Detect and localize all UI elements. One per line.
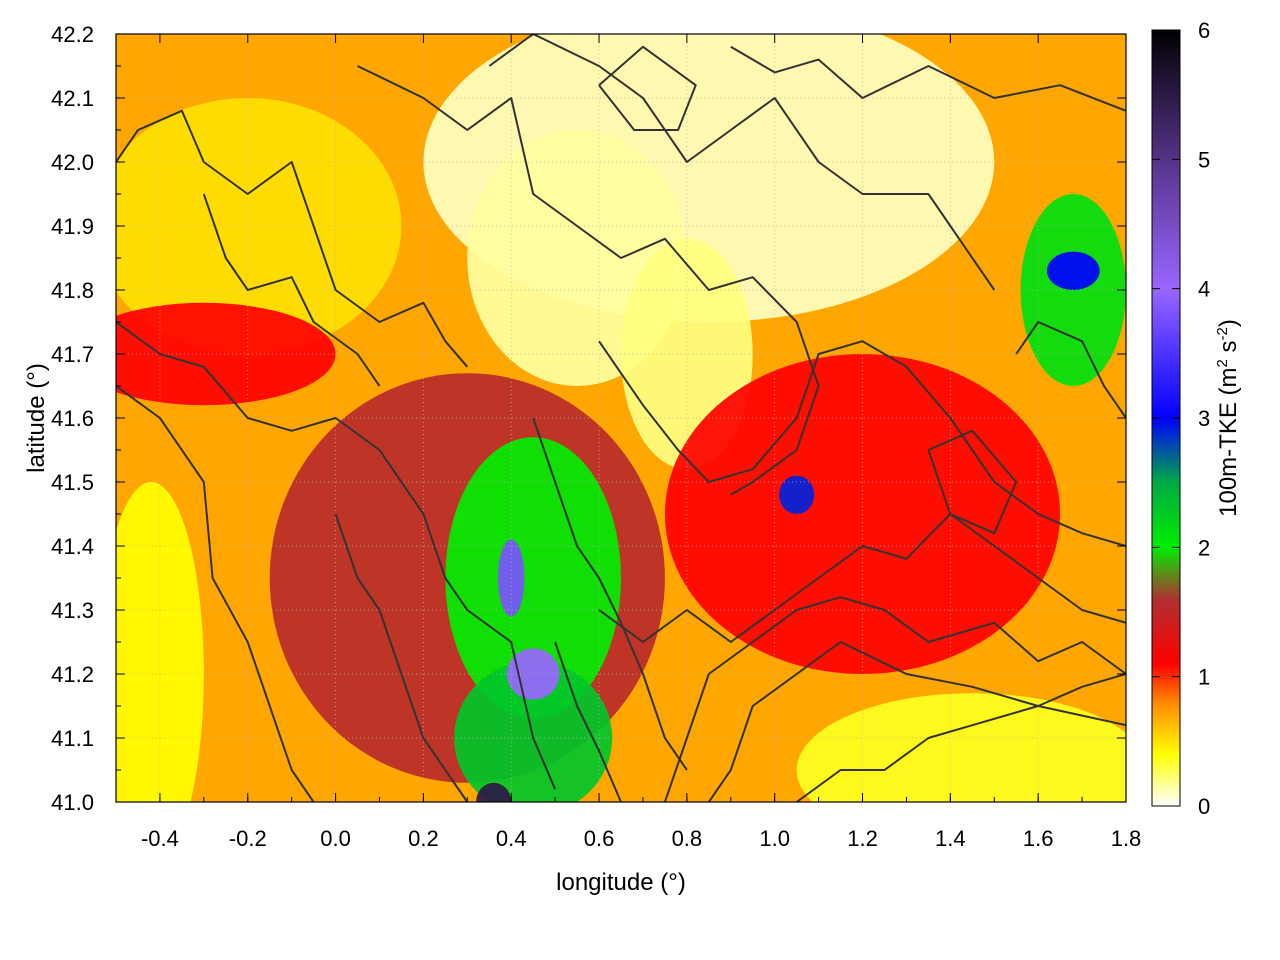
colorbar-tick-label: 6 [1198, 18, 1210, 43]
y-tick-label: 41.3 [51, 598, 94, 623]
x-tick-label: 1.4 [935, 826, 966, 851]
x-tick-label: -0.2 [229, 826, 267, 851]
x-tick-label: 1.8 [1111, 826, 1142, 851]
contour-line-13 [334, 513, 469, 802]
contour-line-4 [357, 65, 820, 496]
x-tick-label: -0.4 [141, 826, 179, 851]
heatmap-region-south-purple-core [506, 648, 560, 700]
colorbar-ticks: 0 1 2 3 4 5 6 [1152, 18, 1210, 819]
heatmap-region-far-east-green [1020, 194, 1126, 386]
y-tick-label: 41.6 [51, 406, 94, 431]
heatmap-region-far-east-blue [1046, 251, 1100, 290]
y-tick-label: 41.7 [51, 342, 94, 367]
x-axis-ticks: -0.4 -0.2 0.0 0.2 0.4 0.6 0.8 1.0 1.2 1.4 1.6 1.8 [115, 34, 1142, 851]
colorbar-tick-label: 2 [1198, 535, 1210, 560]
y-tick-label: 41.5 [51, 470, 94, 495]
y-tick-label: 42.1 [51, 86, 94, 111]
heatmap-region-east-blue-spot [779, 475, 815, 514]
terrain-contours [116, 34, 1126, 802]
colorbar-tick-label: 5 [1198, 147, 1210, 172]
contour-line-12 [796, 673, 1126, 802]
contour-line-6 [598, 45, 697, 131]
y-tick-label: 41.0 [51, 790, 94, 815]
contour-line-1 [116, 109, 469, 368]
colorbar-tick-label: 3 [1198, 406, 1210, 431]
contour-line-8 [598, 340, 1126, 547]
x-tick-label: 0.2 [408, 826, 439, 851]
heatmap-region-south-green [454, 661, 613, 802]
x-axis-label: longitude (°) [556, 869, 686, 896]
heatmap-region-central-green [445, 437, 621, 719]
heatmap-region-southeast-yellow [796, 693, 1126, 802]
contour-line-14 [554, 641, 622, 802]
x-tick-label: 0.6 [584, 826, 615, 851]
heatmap-region-south-dark-core [476, 782, 512, 802]
y-tick-label: 42.2 [51, 22, 94, 47]
x-tick-label: 0.0 [320, 826, 351, 851]
heatmap-region-northwest-band [116, 98, 402, 354]
y-tick-label: 41.4 [51, 534, 94, 559]
x-tick-label: 1.2 [847, 826, 878, 851]
contour-line-3 [116, 385, 315, 802]
y-tick-label: 41.2 [51, 662, 94, 687]
x-tick-label: 1.6 [1023, 826, 1054, 851]
contour-line-17 [1015, 321, 1126, 419]
colorbar-label: 100m-TKE (m2 s-2) [1214, 319, 1242, 517]
contour-line-5 [488, 34, 996, 291]
y-tick-label: 41.1 [51, 726, 94, 751]
contour-line-15 [532, 417, 688, 771]
x-tick-label: 0.4 [496, 826, 527, 851]
contour-line-7 [730, 45, 1126, 112]
y-axis-ticks: 41.0 41.1 41.2 41.3 41.4 41.5 41.6 41.7 41.8 41.9… [51, 22, 1126, 815]
contour-line-18 [927, 429, 1018, 535]
heatmap-field [116, 34, 1126, 802]
contour-line-2 [116, 321, 557, 790]
contour-line-9 [598, 513, 1126, 643]
y-axis-label: latitude (°) [23, 363, 50, 473]
colorbar-tick-label: 0 [1198, 794, 1210, 819]
x-tick-label: 0.8 [672, 826, 703, 851]
contour-line-10 [663, 596, 1126, 802]
x-tick-label: 1.0 [759, 826, 790, 851]
heatmap-region-west-red-band [116, 302, 336, 406]
y-tick-label: 41.8 [51, 278, 94, 303]
y-tick-label: 42.0 [51, 150, 94, 175]
contour-line-11 [707, 641, 1126, 802]
contour-line-16 [202, 193, 381, 387]
colorbar-tick-label: 1 [1198, 665, 1210, 690]
y-tick-label: 41.9 [51, 214, 94, 239]
colorbar-tick-label: 4 [1198, 277, 1210, 302]
